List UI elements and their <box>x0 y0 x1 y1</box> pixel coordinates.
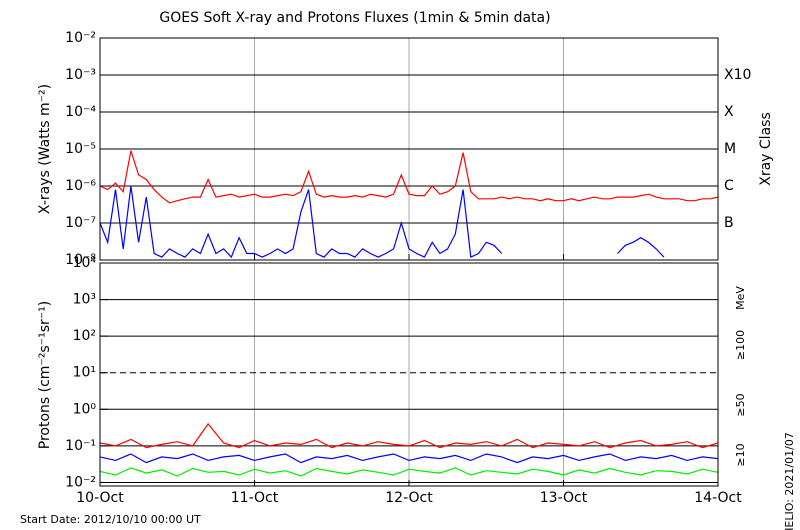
y-axis-title: Protons (cm⁻²s⁻¹sr⁻¹) <box>37 301 53 450</box>
credit: HELIO: 2021/01/07 <box>783 432 796 530</box>
y-tick-label: 10⁴ <box>73 255 97 271</box>
series-line <box>100 185 665 259</box>
y2-axis-title: Xray Class <box>758 112 774 186</box>
unit-label: MeV <box>734 286 747 310</box>
y-tick-label: 10⁻⁷ <box>65 215 96 231</box>
y-tick-label: 10⁻⁸ <box>65 252 96 268</box>
y-tick-label: 10² <box>73 328 96 344</box>
y2-tick-label: M <box>724 141 736 157</box>
y-tick-label: 10⁻⁶ <box>65 178 96 194</box>
legend-label: ≥10 <box>734 443 747 466</box>
y2-tick-label: B <box>724 215 734 231</box>
y-tick-label: 10⁻² <box>65 30 96 46</box>
y-tick-label: 10¹ <box>73 365 96 381</box>
plot-frame <box>99 37 719 261</box>
y-tick-label: 10⁻³ <box>65 67 96 83</box>
legend-label: ≥100 <box>734 330 747 360</box>
y-tick-label: 10⁻² <box>65 474 96 490</box>
y-tick-label: 10⁻¹ <box>65 438 96 454</box>
y-tick-label: 10³ <box>73 292 96 308</box>
series-line <box>100 467 718 477</box>
legend-label: ≥50 <box>734 393 747 416</box>
plot-frame <box>99 262 719 487</box>
footer: Start Date: 2012/10/10 00:00 UT <box>20 513 201 526</box>
x-tick-label: 14-Oct <box>694 490 742 506</box>
y-axis-title: X-rays (Watts m⁻²) <box>37 84 53 214</box>
x-tick-label: 10-Oct <box>76 490 124 506</box>
y-tick-label: 10⁰ <box>73 401 97 417</box>
y2-tick-label: C <box>724 178 734 194</box>
series-line <box>100 150 718 204</box>
series-line <box>100 453 718 464</box>
y-tick-label: 10⁻⁴ <box>65 104 96 120</box>
x-tick-label: 11-Oct <box>231 490 279 506</box>
chart-title: GOES Soft X-ray and Protons Fluxes (1min… <box>159 10 550 26</box>
series-line <box>100 422 718 449</box>
y-tick-label: 10⁻⁵ <box>65 141 96 157</box>
y2-tick-label: X <box>724 104 734 120</box>
x-tick-label: 13-Oct <box>540 490 588 506</box>
y2-tick-label: X10 <box>724 67 751 83</box>
x-tick-label: 12-Oct <box>385 490 433 506</box>
